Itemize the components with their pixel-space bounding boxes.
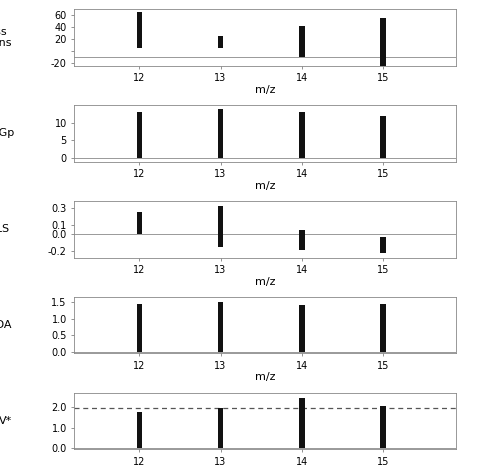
Bar <box>380 18 386 67</box>
X-axis label: m/z: m/z <box>255 181 276 190</box>
Bar <box>299 112 305 158</box>
Bar <box>218 36 223 48</box>
Bar <box>218 302 223 352</box>
Bar <box>218 206 223 247</box>
Bar <box>380 237 386 253</box>
Bar <box>299 305 305 352</box>
Bar <box>136 412 142 448</box>
Bar <box>299 398 305 448</box>
Bar <box>218 408 223 448</box>
Bar <box>218 109 223 158</box>
Bar <box>299 230 305 250</box>
Bar <box>136 304 142 352</box>
Bar <box>136 212 142 234</box>
Y-axis label: bPLS: bPLS <box>0 224 9 234</box>
X-axis label: m/z: m/z <box>255 277 276 286</box>
Bar <box>380 116 386 158</box>
Bar <box>299 26 305 57</box>
Y-axis label: class
means: class means <box>0 27 12 48</box>
X-axis label: m/z: m/z <box>255 85 276 95</box>
Bar <box>136 112 142 158</box>
X-axis label: m/z: m/z <box>255 373 276 382</box>
Y-axis label: LOGp: LOGp <box>0 128 16 139</box>
Y-axis label: MDA: MDA <box>0 320 12 330</box>
Y-axis label: V*: V* <box>0 416 12 426</box>
Bar <box>380 304 386 352</box>
Bar <box>380 406 386 448</box>
Bar <box>136 12 142 48</box>
